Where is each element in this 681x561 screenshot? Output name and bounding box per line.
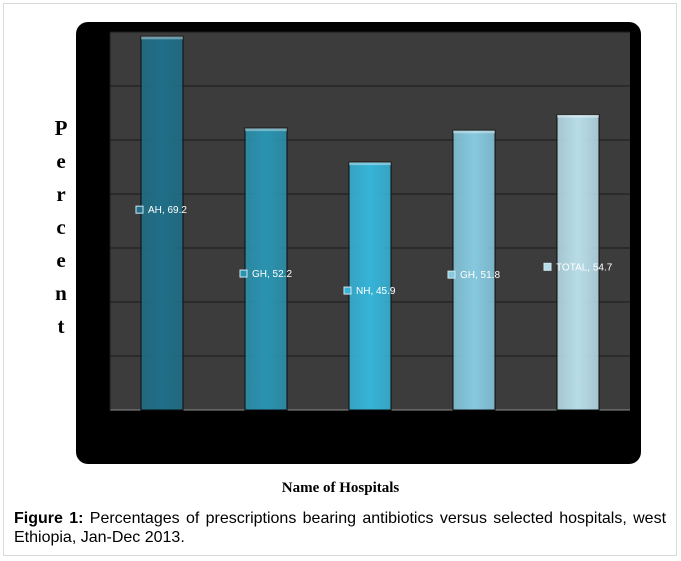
bar-gh-1 [244, 127, 288, 411]
y-axis-label-letter: t [57, 314, 65, 338]
caption-text: Percentages of prescriptions bearing ant… [14, 510, 667, 546]
y-axis-label-letter: e [56, 248, 66, 272]
bar-top-highlight [557, 114, 599, 118]
y-axis-label-letter: c [56, 215, 66, 239]
bar-total-4 [556, 114, 600, 411]
figure-caption: Figure 1: Percentages of prescriptions b… [14, 509, 666, 547]
data-label: TOTAL, 54.7 [556, 262, 613, 273]
figure-frame [3, 3, 677, 556]
bar-ah-0 [140, 35, 184, 411]
bar-gh-3 [452, 129, 496, 411]
bar-top-highlight [349, 162, 391, 166]
data-label-key [135, 205, 144, 214]
bar-top-highlight [453, 130, 495, 134]
bar-top-highlight [245, 128, 287, 132]
data-label-key [447, 270, 456, 279]
caption-label: Figure 1: [14, 510, 84, 527]
x-axis-label: Name of Hospitals [281, 480, 400, 496]
bar-top-highlight [141, 36, 183, 40]
data-label-key [239, 269, 248, 278]
data-label-key [543, 262, 552, 271]
data-label: GH, 51.8 [460, 270, 500, 281]
y-axis-label-letter: r [56, 182, 66, 206]
data-label: AH, 69.2 [148, 205, 187, 216]
data-label: NH, 45.9 [356, 286, 396, 297]
y-axis-label-letter: n [55, 281, 67, 305]
data-label-key [343, 286, 352, 295]
data-label: GH, 52.2 [252, 269, 292, 280]
bar-nh-2 [348, 161, 392, 411]
y-axis-label-letter: e [56, 149, 66, 173]
y-axis-label-letter: P [54, 116, 68, 140]
